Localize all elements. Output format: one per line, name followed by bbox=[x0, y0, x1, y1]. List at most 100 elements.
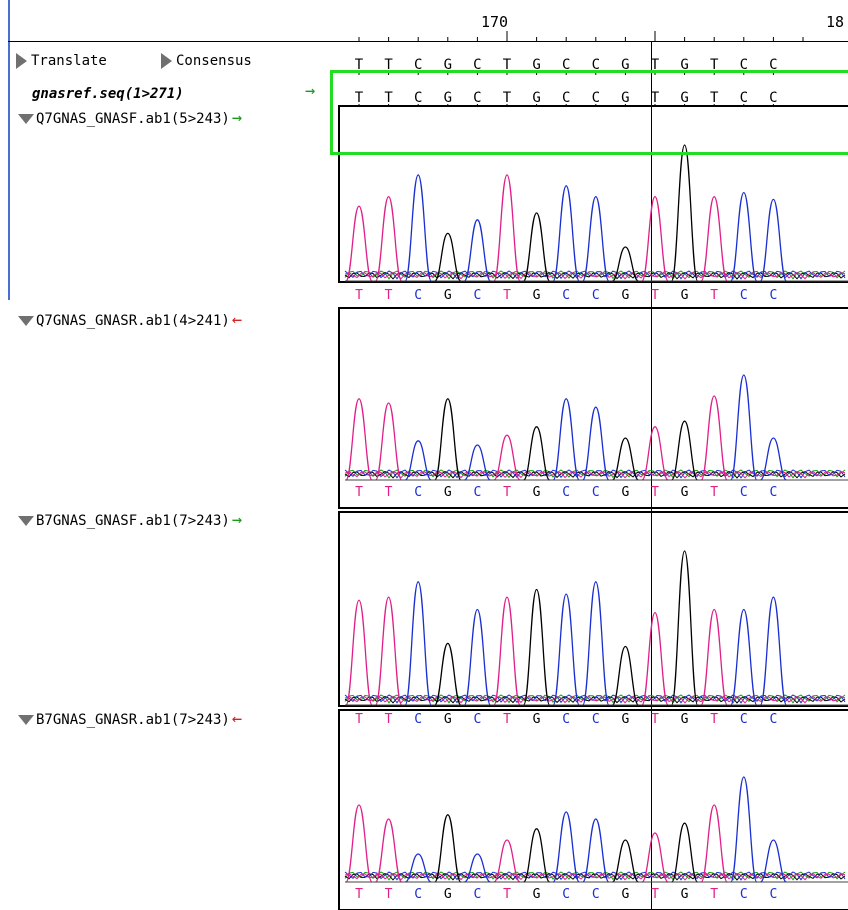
base-call-C: C bbox=[562, 288, 570, 303]
peak-G bbox=[522, 828, 551, 883]
peak-C bbox=[552, 811, 580, 883]
reference-base: T bbox=[355, 90, 364, 106]
noise-trace-T bbox=[344, 696, 846, 704]
reference-base: G bbox=[621, 90, 629, 106]
consensus-button[interactable]: Consensus bbox=[161, 53, 252, 69]
peak-T bbox=[345, 804, 373, 883]
peak-C bbox=[404, 853, 432, 883]
peak-T bbox=[700, 608, 728, 706]
peak-C bbox=[759, 198, 788, 282]
track-3: T T C G C T G C C G T G T C C bbox=[338, 709, 848, 910]
base-call-G: G bbox=[681, 712, 689, 727]
peak-T bbox=[345, 599, 373, 706]
base-call-G: G bbox=[621, 485, 629, 500]
base-call-C: C bbox=[769, 485, 777, 500]
consensus-base: C bbox=[562, 57, 570, 73]
peak-T bbox=[641, 832, 669, 883]
ruler-label-18: 18 bbox=[826, 13, 845, 31]
reference-label[interactable]: gnasref.seq(1>271) bbox=[32, 86, 184, 102]
reference-base: T bbox=[710, 90, 719, 106]
translate-label: Translate bbox=[31, 53, 107, 69]
consensus-base: C bbox=[473, 57, 481, 73]
base-call-C: C bbox=[473, 712, 481, 727]
base-call-C: C bbox=[740, 887, 748, 902]
consensus-base: T bbox=[651, 57, 660, 73]
reference-base: C bbox=[769, 90, 777, 106]
base-call-T: T bbox=[651, 887, 659, 902]
reference-base: G bbox=[532, 90, 540, 106]
consensus-base: C bbox=[414, 57, 422, 73]
reference-base: C bbox=[414, 90, 422, 106]
consensus-base: C bbox=[740, 57, 748, 73]
reference-base: C bbox=[740, 90, 748, 106]
track-label-1[interactable]: Q7GNAS_GNASR.ab1(4>241) ← bbox=[18, 312, 242, 329]
peak-G bbox=[434, 814, 462, 883]
peak-C bbox=[730, 776, 758, 883]
track-label-3[interactable]: B7GNAS_GNASR.ab1(7>243) ← bbox=[18, 711, 242, 728]
translate-button[interactable]: Translate bbox=[16, 53, 107, 69]
base-call-G: G bbox=[621, 288, 629, 303]
consensus-base: G bbox=[532, 57, 540, 73]
noise-trace-T bbox=[344, 272, 846, 280]
reference-base: C bbox=[592, 90, 600, 106]
base-call-T: T bbox=[710, 288, 718, 303]
peak-G bbox=[670, 550, 699, 706]
expand-right-icon bbox=[161, 53, 172, 69]
base-call-C: C bbox=[562, 887, 570, 902]
reference-base: T bbox=[651, 90, 660, 106]
peak-C bbox=[464, 444, 491, 481]
base-call-T: T bbox=[710, 887, 718, 902]
base-call-G: G bbox=[444, 288, 452, 303]
consensus-base: T bbox=[384, 57, 393, 73]
track-name: B7GNAS_GNASR.ab1(7>243) bbox=[36, 711, 230, 728]
peak-T bbox=[700, 395, 728, 481]
base-call-C: C bbox=[592, 712, 600, 727]
peak-G bbox=[522, 426, 551, 481]
peak-C bbox=[463, 608, 492, 706]
peak-C bbox=[463, 219, 492, 282]
peak-G bbox=[611, 437, 640, 481]
consensus-base: C bbox=[592, 57, 600, 73]
base-call-C: C bbox=[414, 485, 422, 500]
collapse-icon bbox=[18, 714, 34, 725]
peak-T bbox=[641, 196, 669, 282]
peak-C bbox=[730, 374, 758, 481]
base-call-T: T bbox=[503, 887, 511, 902]
base-call-G: G bbox=[681, 288, 689, 303]
reference-base: C bbox=[473, 90, 481, 106]
peak-T bbox=[374, 402, 403, 481]
base-call-C: C bbox=[769, 288, 777, 303]
reference-base: G bbox=[444, 90, 452, 106]
track-label-2[interactable]: B7GNAS_GNASF.ab1(7>243) → bbox=[18, 512, 242, 529]
peak-T bbox=[345, 398, 373, 481]
base-call-T: T bbox=[355, 288, 363, 303]
base-call-T: T bbox=[503, 288, 511, 303]
peak-T bbox=[374, 818, 403, 883]
base-call-G: G bbox=[444, 887, 452, 902]
collapse-icon bbox=[18, 515, 34, 526]
base-call-C: C bbox=[473, 887, 481, 902]
base-call-C: C bbox=[473, 288, 481, 303]
base-call-G: G bbox=[533, 288, 541, 303]
track-name: Q7GNAS_GNASF.ab1(5>243) bbox=[36, 110, 230, 127]
base-call-T: T bbox=[503, 712, 511, 727]
base-call-T: T bbox=[355, 712, 363, 727]
peak-G bbox=[670, 144, 699, 282]
peak-T bbox=[700, 196, 728, 282]
base-call-T: T bbox=[710, 485, 718, 500]
base-call-C: C bbox=[562, 485, 570, 500]
peak-T bbox=[641, 611, 669, 706]
peak-T bbox=[493, 596, 521, 706]
track-label-0[interactable]: Q7GNAS_GNASF.ab1(5>243) → bbox=[18, 110, 242, 127]
consensus-base: G bbox=[680, 57, 688, 73]
peak-T bbox=[374, 196, 403, 282]
base-call-C: C bbox=[414, 887, 422, 902]
peak-T bbox=[345, 205, 373, 282]
base-call-C: C bbox=[592, 288, 600, 303]
peak-C bbox=[759, 596, 788, 706]
base-call-T: T bbox=[651, 288, 659, 303]
track-name: Q7GNAS_GNASR.ab1(4>241) bbox=[36, 312, 230, 329]
